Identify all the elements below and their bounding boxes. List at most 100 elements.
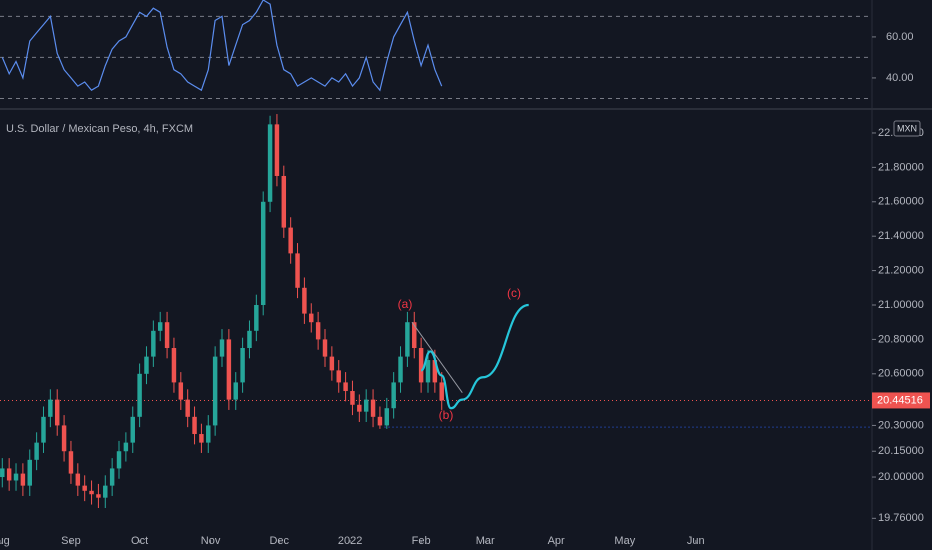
candle-body: [199, 434, 204, 443]
wave-label: (a): [398, 297, 413, 311]
candle-body: [281, 175, 287, 228]
x-tick-label: May: [614, 535, 635, 547]
x-tick-label: Dec: [269, 535, 289, 547]
y-tick-label: 21.00000: [878, 299, 924, 311]
candle-body: [405, 322, 410, 357]
candle-body: [370, 399, 376, 417]
candle-body: [123, 442, 129, 452]
candle-body: [384, 408, 390, 426]
candle-body: [343, 382, 348, 392]
wave-label: (c): [507, 286, 521, 300]
candle-body: [260, 201, 266, 306]
candle-body: [48, 399, 53, 417]
x-tick-label: Oct: [131, 535, 148, 547]
x-tick-label: 2022: [338, 535, 362, 547]
currency-label: MXN: [897, 123, 917, 133]
candle-body: [192, 416, 197, 435]
x-tick-label: Nov: [201, 535, 221, 547]
x-tick-label: Jun: [687, 535, 705, 547]
candle-body: [178, 382, 184, 400]
candle-body: [432, 360, 438, 383]
y-tick-label: 19.76000: [878, 512, 924, 524]
candle-body: [54, 399, 60, 426]
candle-body: [137, 373, 142, 417]
candle-body: [130, 416, 135, 443]
candle-body: [240, 348, 245, 383]
candle-body: [377, 416, 383, 426]
x-tick-label: Aug: [0, 535, 10, 547]
y-tick-label: 20.30000: [878, 419, 924, 431]
candle-body: [363, 399, 369, 412]
y-tick-label: 20.60000: [878, 368, 924, 380]
candle-body: [116, 451, 122, 469]
candle-body: [315, 322, 321, 340]
candle-body: [309, 313, 314, 323]
y-tick-label: 20.00000: [878, 471, 924, 483]
candle-body: [425, 360, 431, 383]
trendline: [411, 321, 463, 393]
candle-body: [6, 468, 12, 481]
candle-body: [61, 425, 67, 452]
candle-body: [247, 330, 252, 349]
candle-body: [329, 356, 335, 371]
y-tick-label: 20.15000: [878, 445, 924, 457]
candle-body: [96, 494, 101, 498]
x-tick-label: Feb: [412, 535, 431, 547]
y-tick-label: 21.60000: [878, 196, 924, 208]
y-tick-label: 21.80000: [878, 161, 924, 173]
candles: [0, 114, 444, 509]
candle-body: [20, 473, 26, 486]
rsi-tick-label: 40.00: [886, 72, 914, 84]
rsi-tick-label: 60.00: [886, 31, 914, 43]
candle-body: [13, 473, 19, 481]
candle-body: [0, 468, 5, 478]
candle-body: [185, 399, 190, 417]
currency-badge: [893, 120, 921, 137]
last-price-label: 20.44516: [877, 394, 923, 406]
candle-body: [212, 356, 218, 426]
candle-body: [144, 356, 149, 374]
projection: [420, 303, 529, 410]
candle-body: [157, 322, 163, 331]
candle-body: [391, 382, 396, 409]
candle-body: [288, 227, 293, 254]
candle-body: [412, 322, 417, 349]
candle-body: [398, 356, 403, 383]
candle-body: [109, 468, 115, 486]
x-tick-label: Apr: [548, 535, 565, 547]
candle-body: [357, 404, 362, 412]
candle-body: [336, 370, 341, 383]
candle-body: [103, 485, 108, 498]
candle-body: [27, 459, 32, 486]
candle-body: [219, 339, 225, 357]
candle-body: [68, 451, 74, 474]
wave-label: (b): [439, 408, 454, 422]
candle-body: [89, 490, 94, 495]
candle-body: [171, 348, 177, 383]
candle-body: [274, 124, 280, 176]
candle-body: [439, 382, 444, 401]
candle-body: [295, 253, 300, 288]
last-price-badge: [872, 392, 930, 409]
candle-body: [34, 442, 39, 460]
chart-title: U.S. Dollar / Mexican Peso, 4h, FXCM: [6, 123, 193, 135]
candle-body: [151, 330, 156, 357]
candle-body: [75, 473, 81, 486]
candle-body: [233, 382, 238, 400]
candle-body: [226, 339, 232, 400]
candle-body: [206, 425, 211, 443]
candle-body: [164, 322, 170, 349]
y-tick-label: 21.20000: [878, 265, 924, 277]
candle-body: [322, 339, 328, 357]
x-tick-label: Mar: [476, 535, 495, 547]
y-tick-label: 21.40000: [878, 230, 924, 242]
candle-body: [41, 416, 46, 443]
candle-body: [418, 348, 424, 383]
x-tick-label: Sep: [61, 535, 81, 547]
candle-body: [267, 124, 273, 202]
candle-body: [82, 485, 87, 491]
candle-body: [350, 391, 355, 405]
